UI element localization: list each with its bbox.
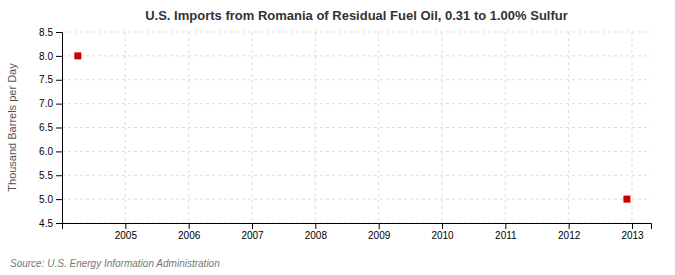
- x-axis: 2005 2006 2007 2008 2009 2010 2011 2012 2013: [63, 223, 652, 241]
- tick-label: 7.5: [39, 74, 53, 85]
- tick-mark: [56, 104, 62, 105]
- tick-mark: [56, 56, 62, 57]
- grid-line: [62, 175, 651, 176]
- tick-label: 2005: [115, 230, 138, 241]
- grid-line: [188, 32, 189, 223]
- tick-mark: [505, 223, 506, 229]
- tick: 2009: [368, 223, 391, 241]
- tick-label: 2008: [305, 230, 328, 241]
- grid-line: [62, 103, 651, 104]
- tick-label: 5.0: [39, 194, 53, 205]
- tick-label: 2011: [495, 230, 517, 241]
- tick-mark: [442, 223, 443, 229]
- tick: 6.5: [39, 122, 62, 133]
- tick-label: 7.0: [39, 98, 53, 109]
- tick: 4.5: [39, 218, 62, 229]
- grid: [62, 32, 651, 223]
- tick-mark: [252, 223, 253, 229]
- tick-mark: [56, 223, 62, 224]
- tick-mark: [125, 223, 126, 229]
- grid-line: [442, 32, 443, 223]
- point: [74, 52, 81, 59]
- plot: 2005 2006 2007 2008 2009 2010 2011 2012 2013 4.5 5…: [39, 27, 651, 241]
- grid-line: [62, 127, 651, 128]
- tick: 8.5: [39, 27, 62, 38]
- tick-label: 8.0: [39, 51, 53, 62]
- tick: 2005: [115, 223, 138, 241]
- point: [623, 196, 630, 203]
- tick-label: 2007: [241, 230, 264, 241]
- tick-mark: [379, 223, 380, 229]
- tick: 2012: [558, 223, 581, 241]
- tick: 2011: [495, 223, 517, 241]
- tick-label: 2012: [558, 230, 581, 241]
- tick: 2013: [621, 223, 644, 241]
- tick: 6.0: [39, 146, 62, 157]
- tick: 7.5: [39, 74, 62, 85]
- source-note: Source: U.S. Energy Information Administ…: [10, 258, 220, 269]
- grid-line: [62, 79, 651, 80]
- chart: 2005 2006 2007 2008 2009 2010 2011 2012 2013 4.5 5…: [0, 0, 675, 275]
- tick-mark: [56, 128, 62, 129]
- grid-line: [125, 32, 126, 223]
- tick-label: 6.5: [39, 122, 53, 133]
- grid-line: [568, 32, 569, 223]
- tick-label: 2010: [431, 230, 454, 241]
- tick-mark: [632, 223, 633, 229]
- tick-label: 5.5: [39, 170, 53, 181]
- grid-line: [378, 32, 379, 223]
- y-axis-title: Thousand Barrels per Day: [6, 63, 18, 192]
- tick-label: 2009: [368, 230, 391, 241]
- tick-label: 2006: [178, 230, 201, 241]
- tick-mark: [56, 80, 62, 81]
- tick: 7.0: [39, 98, 62, 109]
- points: [74, 52, 630, 202]
- tick-mark: [56, 32, 62, 33]
- tick-label: 8.5: [39, 27, 53, 38]
- tick: 2008: [305, 223, 328, 241]
- grid-line: [252, 32, 253, 223]
- tick-mark: [56, 199, 62, 200]
- tick: 2006: [178, 223, 201, 241]
- grid-line: [62, 32, 651, 33]
- tick-mark: [569, 223, 570, 229]
- tick-label: 6.0: [39, 146, 53, 157]
- tick: 2007: [241, 223, 264, 241]
- grid-line: [632, 32, 633, 223]
- axis-line: [63, 224, 652, 230]
- grid-line: [62, 151, 651, 152]
- tick: 8.0: [39, 51, 62, 62]
- grid-line: [62, 55, 651, 56]
- tick-label: 4.5: [39, 218, 53, 229]
- tick-mark: [315, 223, 316, 229]
- tick: 5.5: [39, 170, 62, 181]
- axis-line: [56, 33, 63, 224]
- tick: 5.0: [39, 194, 62, 205]
- tick-mark: [189, 223, 190, 229]
- grid-line: [315, 32, 316, 223]
- y-axis: 4.5 5.0 5.5 6.0 6.5 7.0 7.5 8.0 8.5: [39, 27, 62, 229]
- grid-line: [62, 199, 651, 200]
- tick-mark: [56, 175, 62, 176]
- tick-mark: [56, 151, 62, 152]
- tick-label: 2013: [621, 230, 644, 241]
- tick: 2010: [431, 223, 454, 241]
- grid-line: [505, 32, 506, 223]
- title: U.S. Imports from Romania of Residual Fu…: [145, 8, 568, 23]
